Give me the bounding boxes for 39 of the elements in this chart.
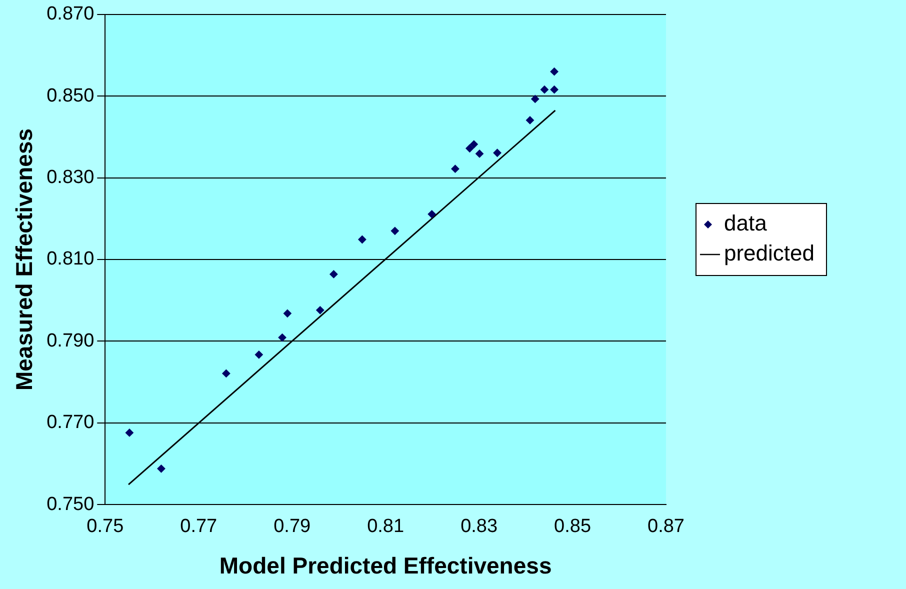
point (125, 428, 134, 437)
legend-label: predicted (724, 240, 815, 266)
point (531, 94, 540, 103)
point (254, 350, 263, 359)
y-tick-label: 0.830 (46, 167, 94, 188)
point (550, 86, 558, 94)
point (283, 309, 292, 318)
y-tick-label: 0.850 (46, 85, 94, 106)
point (526, 116, 534, 124)
y-tick-label: 0.870 (46, 4, 94, 25)
x-tick-label: 0.85 (554, 516, 592, 538)
x-tick-label: 0.83 (460, 516, 498, 538)
point (540, 86, 548, 94)
point (222, 369, 230, 378)
x-tick-label: 0.77 (180, 516, 218, 538)
y-tick-label: 0.810 (46, 248, 94, 270)
x-axis-title: Model Predicted Effectiveness (219, 552, 552, 579)
x-tick-label: 0.87 (648, 516, 684, 538)
point (470, 140, 478, 148)
point (316, 306, 324, 314)
point (358, 235, 366, 244)
legend-label: data (724, 210, 768, 236)
x-tick-label: 0.81 (367, 516, 404, 538)
point (476, 150, 484, 158)
point (493, 148, 502, 157)
point (466, 144, 474, 152)
x-tick-label: 0.75 (86, 516, 124, 538)
point (330, 270, 338, 278)
point (157, 464, 166, 473)
point (390, 226, 399, 235)
point (550, 68, 558, 76)
y-tick-label: 0.790 (46, 330, 94, 352)
y-tick-label: 0.770 (46, 412, 94, 434)
point (278, 334, 286, 342)
point (451, 164, 460, 173)
y-axis-title: Measured Effectiveness (11, 128, 38, 391)
point (428, 210, 436, 218)
y-tick-label: 0.750 (46, 494, 94, 515)
x-tick-label: 0.79 (274, 516, 311, 538)
